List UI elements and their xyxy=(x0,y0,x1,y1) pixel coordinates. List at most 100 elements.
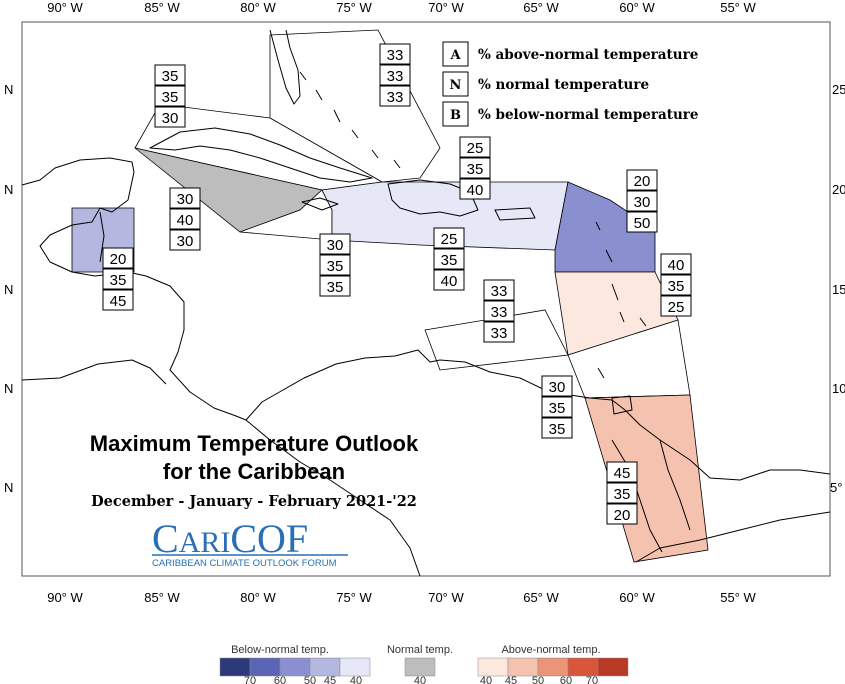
scale-swatch xyxy=(597,657,629,677)
lon-tick-bottom: 75° W xyxy=(336,590,372,605)
scale-above-label: Above-normal temp. xyxy=(501,644,600,656)
scale-swatch xyxy=(477,657,509,677)
legend-key: A xyxy=(449,48,461,63)
lon-tick-top: 85° W xyxy=(144,0,180,15)
lon-tick-bottom: 80° W xyxy=(240,590,276,605)
lon-tick-bottom: 85° W xyxy=(144,590,180,605)
logo-tagline: CARIBBEAN CLIMATE OUTLOOK FORUM xyxy=(152,558,337,569)
probability-legend: A % above-normal temperature N % normal … xyxy=(442,41,698,127)
scale-below-label: Below-normal temp. xyxy=(231,644,329,656)
latitude-labels: N N N N N 25 20 15 10 5° xyxy=(4,82,845,495)
below-value: 33 xyxy=(387,89,404,106)
region-box-bahamas: 33 33 33 xyxy=(379,43,411,107)
below-value: 20 xyxy=(614,507,631,524)
normal-value: 35 xyxy=(614,486,631,503)
legend-normal: N % normal temperature xyxy=(442,71,649,97)
lon-tick-top: 90° W xyxy=(47,0,83,15)
above-value: 30 xyxy=(177,191,194,208)
below-value: 45 xyxy=(110,293,127,310)
normal-value: 35 xyxy=(549,400,566,417)
lat-label-left: N xyxy=(4,82,13,97)
lat-label-left: N xyxy=(4,381,13,396)
scale-tick: 45 xyxy=(324,675,336,684)
scale-swatch xyxy=(279,657,311,677)
legend-text: % normal temperature xyxy=(478,77,649,93)
scale-tick: 45 xyxy=(505,675,517,684)
lon-tick-top: 80° W xyxy=(240,0,276,15)
legend-text: % below-normal temperature xyxy=(478,107,698,123)
lon-tick-bottom: 55° W xyxy=(720,590,756,605)
legend-key: N xyxy=(450,78,462,93)
lon-tick-top: 55° W xyxy=(720,0,756,15)
normal-value: 33 xyxy=(491,304,508,321)
scale-swatch xyxy=(249,657,281,677)
probability-boxes: 33 33 33 35 35 30 30 40 30 20 35 45 30 xyxy=(102,43,692,525)
below-value: 30 xyxy=(162,110,179,127)
above-value: 35 xyxy=(162,68,179,85)
above-value: 33 xyxy=(387,47,404,64)
above-value: 20 xyxy=(110,251,127,268)
region-box-western-cuba: 35 35 30 xyxy=(154,64,186,128)
scale-swatch xyxy=(309,657,341,677)
region-box-windward-islands: 40 35 25 xyxy=(660,253,692,317)
normal-value: 30 xyxy=(634,194,651,211)
lat-label-right: 10 xyxy=(832,381,845,396)
scale-tick: 40 xyxy=(350,675,362,684)
region-box-hispaniola-south: 25 35 40 xyxy=(433,227,465,291)
below-value: 35 xyxy=(327,279,344,296)
scale-tick: 60 xyxy=(560,675,572,684)
legend-above: A % above-normal temperature xyxy=(442,41,698,67)
scale-tick: 60 xyxy=(274,675,286,684)
scale-swatch xyxy=(567,657,599,677)
region-box-northern-lesser-antilles: 20 30 50 xyxy=(626,169,658,233)
above-value: 40 xyxy=(668,257,685,274)
legend-key: B xyxy=(450,108,461,123)
lon-tick-top: 60° W xyxy=(619,0,655,15)
normal-value: 35 xyxy=(441,252,458,269)
below-value: 33 xyxy=(491,325,508,342)
scale-swatch xyxy=(507,657,539,677)
region-box-hispaniola: 25 35 40 xyxy=(459,136,491,200)
scale-tick: 50 xyxy=(532,675,544,684)
lon-tick-top: 70° W xyxy=(428,0,464,15)
map-period: December - January - February 2021-'22 xyxy=(91,493,417,510)
scale-swatch xyxy=(537,657,569,677)
coastlines xyxy=(21,29,831,577)
zone-hispaniola-pr xyxy=(321,181,569,251)
scale-swatch-normal xyxy=(404,657,436,677)
region-box-trinidad-tobago: 30 35 35 xyxy=(541,375,573,439)
normal-value: 33 xyxy=(387,68,404,85)
scale-tick: 70 xyxy=(586,675,598,684)
below-value: 25 xyxy=(668,299,685,316)
map-title-block: Maximum Temperature Outlook for the Cari… xyxy=(90,431,419,510)
scale-above-swatches xyxy=(477,657,629,677)
below-value: 40 xyxy=(441,273,458,290)
color-scale: Below-normal temp. Normal temp. Above-no… xyxy=(219,644,629,684)
above-value: 30 xyxy=(549,379,566,396)
lon-tick-bottom: 70° W xyxy=(428,590,464,605)
lat-label-left: N xyxy=(4,182,13,197)
below-value: 35 xyxy=(549,421,566,438)
scale-normal-label: Normal temp. xyxy=(387,644,453,656)
normal-value: 35 xyxy=(467,161,484,178)
outlook-zones xyxy=(71,29,709,563)
normal-value: 40 xyxy=(177,212,194,229)
map-title: for the Caribbean xyxy=(163,459,345,484)
scale-tick: 50 xyxy=(304,675,316,684)
caricof-logo: CARICOF CARIBBEAN CLIMATE OUTLOOK FORUM xyxy=(152,516,348,569)
scale-swatch xyxy=(339,657,371,677)
region-box-abc-islands: 33 33 33 xyxy=(483,279,515,343)
lat-label-right: 15 xyxy=(832,282,845,297)
legend-text: % above-normal temperature xyxy=(478,47,698,63)
below-value: 30 xyxy=(177,233,194,250)
scale-below-swatches xyxy=(219,657,371,677)
lon-tick-top: 65° W xyxy=(523,0,559,15)
map-title: Maximum Temperature Outlook xyxy=(90,431,419,456)
legend-below: B % below-normal temperature xyxy=(442,101,698,127)
lat-label-right: 25 xyxy=(832,82,845,97)
lat-label-right: 5° xyxy=(830,480,842,495)
logo-wordmark: CARICOF xyxy=(152,516,308,561)
region-box-guianas: 45 35 20 xyxy=(606,461,638,525)
scale-swatch xyxy=(219,657,251,677)
above-value: 25 xyxy=(467,140,484,157)
